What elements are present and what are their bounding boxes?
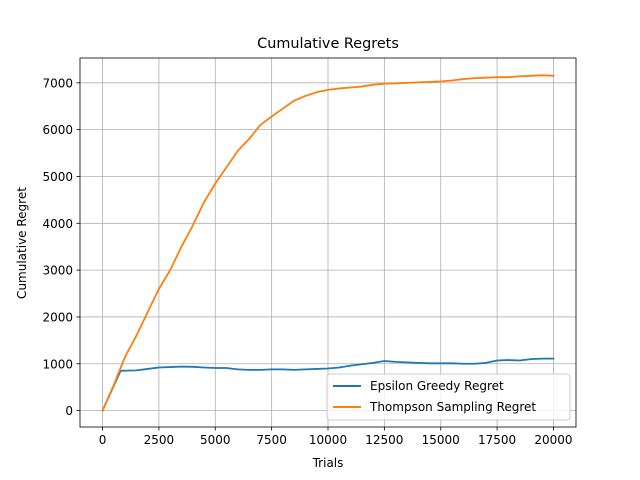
series-line-epsilon-greedy — [101, 357, 555, 412]
x-axis-label: Trials — [312, 456, 344, 470]
axis-ticks: 0 2500 5000 7500 10000 12500 15000 17500 20000 0 1… — [42, 76, 572, 447]
y-tick-label: 2000 — [42, 310, 73, 324]
y-tick-label: 0 — [65, 404, 73, 418]
legend-label-epsilon-greedy: Epsilon Greedy Regret — [370, 379, 504, 393]
x-tick-label: 0 — [99, 433, 107, 447]
y-tick-label: 1000 — [42, 357, 73, 371]
legend-label-thompson-sampling: Thompson Sampling Regret — [369, 400, 536, 414]
grid-lines — [80, 58, 576, 427]
series-line-thompson-sampling — [101, 74, 555, 412]
x-tick-label: 17500 — [478, 433, 516, 447]
chart-title: Cumulative Regrets — [257, 36, 399, 52]
x-tick-label: 5000 — [200, 433, 231, 447]
y-tick-label: 7000 — [42, 76, 73, 90]
x-tick-label: 12500 — [365, 433, 403, 447]
x-tick-label: 7500 — [256, 433, 287, 447]
x-tick-label: 20000 — [534, 433, 572, 447]
x-tick-label: 15000 — [422, 433, 460, 447]
series-lines — [101, 74, 555, 412]
legend: Epsilon Greedy Regret Thompson Sampling … — [326, 373, 571, 421]
x-tick-label: 2500 — [144, 433, 175, 447]
y-axis-label: Cumulative Regret — [15, 187, 29, 299]
x-tick-label: 10000 — [309, 433, 347, 447]
y-tick-label: 5000 — [42, 170, 73, 184]
y-tick-label: 4000 — [42, 217, 73, 231]
legend-box — [326, 373, 571, 421]
y-tick-label: 6000 — [42, 123, 73, 137]
y-tick-label: 3000 — [42, 264, 73, 278]
